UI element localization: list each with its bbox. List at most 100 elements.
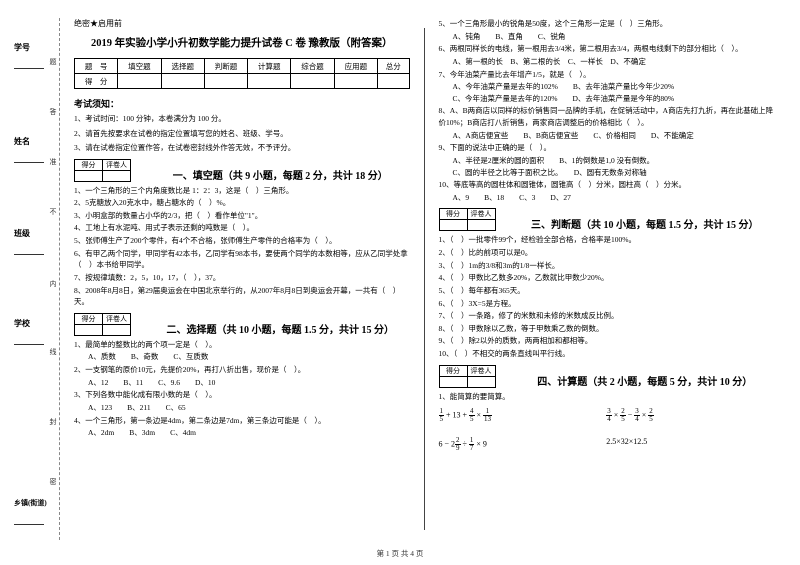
section-header: 得分评卷人 四、计算题（共 2 小题，每题 5 分，共计 10 分） xyxy=(439,365,775,388)
question: 10、（ ）不相交的两条直线叫平行线。 xyxy=(439,348,775,360)
question: 2、5克糖放入20克水中，糖占糖水的（ ）%。 xyxy=(74,197,410,209)
cell xyxy=(377,74,409,89)
cell: 综合题 xyxy=(291,59,334,74)
cell xyxy=(248,74,291,89)
notice-item: 2、请首先按要求在试卷的指定位置填写您的姓名、班级、学号。 xyxy=(74,129,410,140)
cell xyxy=(118,74,161,89)
gutter-mark: 题 xyxy=(48,58,58,65)
cell: 评卷人 xyxy=(103,159,131,170)
gutter-line xyxy=(14,162,44,163)
cell xyxy=(334,74,377,89)
cell: 评卷人 xyxy=(467,365,495,376)
cell: 选择题 xyxy=(161,59,204,74)
cell xyxy=(291,74,334,89)
right-column: 5、一个三角形最小的锐角是50度，这个三角形一定是（ ）三角形。 A、钝角 B、… xyxy=(425,18,789,540)
notice-title: 考试须知： xyxy=(74,97,410,110)
left-column: 绝密★启用前 2019 年实验小学小升初数学能力提升试卷 C 卷 豫教版（附答案… xyxy=(60,18,424,540)
question: 3、小明盒部的数量占小华的2/3，把（ ）看作单位"1"。 xyxy=(74,210,410,222)
table-row: 题 号 填空题 选择题 判断题 计算题 综合题 应用题 总分 xyxy=(75,59,410,74)
question: 2、（ ）比的前项可以是0。 xyxy=(439,247,775,259)
question: 4、工地上有水泥吨、用式子表示还剩的吨数是（ ）。 xyxy=(74,222,410,234)
question: 2、一支钢笔的原价10元，先提价20%，再打八折出售，现价是（ ）。 xyxy=(74,364,410,376)
compute-lead: 1、能简算的要简算。 xyxy=(439,391,775,403)
grader-box: 得分评卷人 xyxy=(74,159,131,182)
section-title: 四、计算题（共 2 小题，每题 5 分，共计 10 分） xyxy=(516,373,775,388)
question: 8、A、B两商店以同样的标价销售同一品牌的手机，在促销活动中，A商店先打九折，再… xyxy=(439,105,775,128)
question: 6、有甲乙两个同学，甲同学有42本书，乙同学有98本书，要使两个同学的本数相等，… xyxy=(74,248,410,271)
question: 6、两根同样长的电线，第一根用去3/4米，第二根用去3/4，两根电线剩下的部分相… xyxy=(439,43,775,55)
cell: 判断题 xyxy=(204,59,247,74)
options: A、A商店便宜些 B、B商店便宜些 C、价格相同 D、不能确定 xyxy=(439,130,775,142)
cell: 得分 xyxy=(75,313,103,324)
grader-box: 得分评卷人 xyxy=(439,208,496,231)
secret-label: 绝密★启用前 xyxy=(74,18,410,29)
gutter-mark: 答 xyxy=(48,108,58,115)
expr: 2.5×32×12.5 xyxy=(606,437,774,452)
cell: 得分 xyxy=(75,159,103,170)
question: 1、（ ）一批零件99个，经检验全部合格，合格率是100%。 xyxy=(439,234,775,246)
gutter-line xyxy=(14,254,44,255)
score-summary-table: 题 号 填空题 选择题 判断题 计算题 综合题 应用题 总分 得 分 xyxy=(74,58,410,89)
question: 3、下列各数中能化成有限小数的是（ ）。 xyxy=(74,389,410,401)
question: 5、一个三角形最小的锐角是50度，这个三角形一定是（ ）三角形。 xyxy=(439,18,775,30)
question: 4、一个三角形，第一条边是4dm，第二条边是7dm，第三条边可能是（ ）。 xyxy=(74,415,410,427)
question: 1、最简单的整数比的两个项一定是（ ）。 xyxy=(74,339,410,351)
gutter-mark: 密 xyxy=(48,478,58,485)
cell xyxy=(439,220,467,231)
question: 8、2008年8月8日，第29届奥运会在中国北京举行的，从2007年8月8日到奥… xyxy=(74,285,410,308)
options: A、质数 B、奇数 C、互质数 xyxy=(74,351,410,363)
cell xyxy=(467,220,495,231)
compute-row: 15 + 13 + 45 × 113 34 × 25 − 34 × 25 xyxy=(439,408,775,423)
expr: 34 × 25 − 34 × 25 xyxy=(606,408,774,423)
cell: 评卷人 xyxy=(467,209,495,220)
gutter-field: 姓名 xyxy=(14,136,30,147)
cell: 总分 xyxy=(377,59,409,74)
grader-box: 得分评卷人 xyxy=(439,365,496,388)
question: 7、按规律填数：2，5，10，17，（ ），37。 xyxy=(74,272,410,284)
cell xyxy=(75,170,103,181)
expr: 6 − 229 ÷ 17 × 9 xyxy=(439,437,607,452)
cell xyxy=(467,376,495,387)
question: 6、（ ）3X=5是方程。 xyxy=(439,298,775,310)
question: 9、下面的说法中正确的是（ ）。 xyxy=(439,142,775,154)
question: 10、等底等高的圆柱体和圆锥体，圆锥高（ ）分米，圆柱高（ ）分米。 xyxy=(439,179,775,191)
cell: 计算题 xyxy=(248,59,291,74)
section-header: 得分评卷人 二、选择题（共 10 小题，每题 1.5 分，共计 15 分） xyxy=(74,313,410,336)
expr: 15 + 13 + 45 × 113 xyxy=(439,408,607,423)
options: A、12 B、11 C、9.6 D、10 xyxy=(74,377,410,389)
gutter-mark: 准 xyxy=(48,158,58,165)
options: A、钝角 B、直角 C、锐角 xyxy=(439,31,775,43)
question: 4、（ ）甲数比乙数多20%，乙数就比甲数少20%。 xyxy=(439,272,775,284)
gutter-field: 乡镇(街道) xyxy=(14,498,47,508)
table-row: 得 分 xyxy=(75,74,410,89)
notice-item: 3、请在试卷指定位置作答，在试卷密封线外作答无效，不予评分。 xyxy=(74,143,410,154)
options: A、9 B、18 C、3 D、27 xyxy=(439,192,775,204)
cell: 填空题 xyxy=(118,59,161,74)
gutter-field: 学号 xyxy=(14,42,30,53)
cell xyxy=(75,324,103,335)
grader-box: 得分评卷人 xyxy=(74,313,131,336)
question: 5、（ ）每年都有365天。 xyxy=(439,285,775,297)
question: 7、今年油菜产量比去年增产1/5，就是（ ）。 xyxy=(439,69,775,81)
gutter-mark: 内 xyxy=(48,280,58,287)
options: A、半径是2厘米的圆的面积 B、1的倒数是1,0 没有倒数。 C、圆的半径之比等… xyxy=(439,155,775,178)
gutter-field: 学校 xyxy=(14,318,30,329)
section-title: 三、判断题（共 10 小题，每题 1.5 分，共计 15 分） xyxy=(516,216,775,231)
section-header: 得分评卷人 一、填空题（共 9 小题，每题 2 分，共计 18 分） xyxy=(74,159,410,182)
gutter-line xyxy=(14,344,44,345)
notice-item: 1、考试时间：100 分钟，本卷满分为 100 分。 xyxy=(74,114,410,125)
options: A、123 B、211 C、65 xyxy=(74,402,410,414)
question: 5、张师傅生产了200个零件，有4个不合格，张师傅生产零件的合格率为（ ）。 xyxy=(74,235,410,247)
cell: 得分 xyxy=(439,365,467,376)
question: 7、（ ）一条路，修了的米数和未修的米数成反比例。 xyxy=(439,310,775,322)
gutter-mark: 线 xyxy=(48,348,58,355)
question: 8、（ ）甲数除以乙数，等于甲数乘乙数的倒数。 xyxy=(439,323,775,335)
options: A、今年油菜产量是去年的102% B、去年油菜产量比今年少20% C、今年油菜产… xyxy=(439,81,775,104)
cell: 评卷人 xyxy=(103,313,131,324)
exam-title: 2019 年实验小学小升初数学能力提升试卷 C 卷 豫教版（附答案） xyxy=(74,35,410,50)
section-header: 得分评卷人 三、判断题（共 10 小题，每题 1.5 分，共计 15 分） xyxy=(439,208,775,231)
question: 3、（ ）1m的3/8和3m的1/8一样长。 xyxy=(439,260,775,272)
compute-row: 6 − 229 ÷ 17 × 9 2.5×32×12.5 xyxy=(439,437,775,452)
binding-gutter: 学号 题 答 姓名 准 不 班级 内 学校 线 封 密 乡镇(街道) xyxy=(12,18,60,540)
cell xyxy=(161,74,204,89)
